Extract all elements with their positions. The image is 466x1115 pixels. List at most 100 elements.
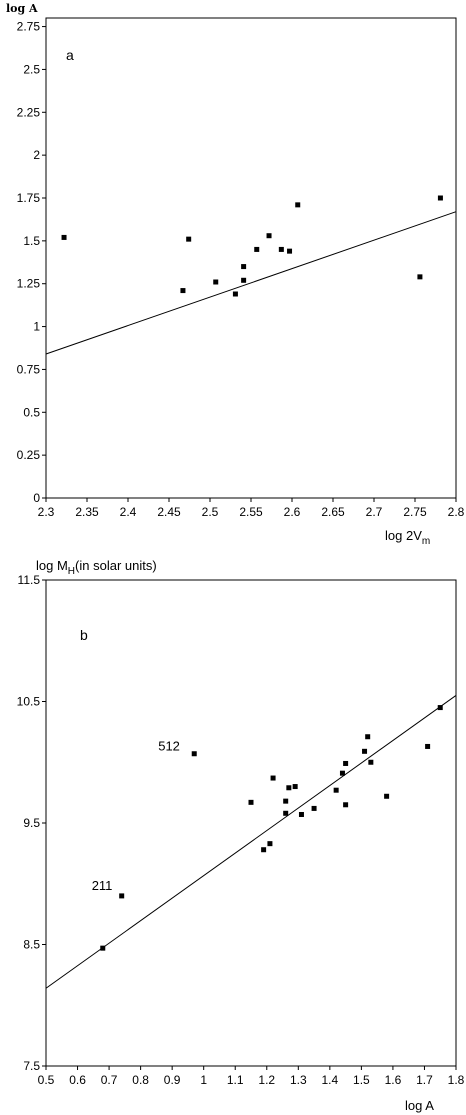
x-tick-label: 0.6: [69, 1073, 86, 1087]
data-point: [241, 277, 247, 283]
x-tick-label: 0.7: [101, 1073, 118, 1087]
data-points-a: [61, 195, 443, 297]
x-tick-label: 2.7: [366, 505, 383, 519]
x-tick-label: 2.3: [38, 505, 55, 519]
data-point: [61, 234, 67, 240]
data-point: [437, 195, 443, 201]
y-tick-label: 9.5: [23, 816, 40, 830]
data-point: [283, 810, 289, 816]
data-point: [298, 811, 304, 817]
panel-b: log MH(in solar units) b log A 0.5 0.6 0.7…: [17, 558, 465, 1113]
fit-line-a: [45, 211, 457, 355]
regression-line: [45, 211, 457, 355]
x-tick-label: 0.9: [164, 1073, 181, 1087]
y-tick-label: 0.5: [23, 405, 40, 419]
y-axis-label-a: log A: [6, 2, 38, 15]
data-point: [278, 246, 284, 252]
data-point: [365, 734, 371, 740]
data-point: [213, 279, 219, 285]
y-tick-label: 11.5: [18, 573, 41, 587]
data-point: [417, 274, 423, 280]
y-tick-label: 8.5: [23, 938, 40, 952]
x-tick-label: 1.1: [227, 1073, 244, 1087]
x-tick-label: 0.5: [38, 1073, 55, 1087]
y-axis-label-b-main: log M: [36, 558, 68, 573]
x-tick-label: 2.5: [202, 505, 219, 519]
point-annotation: 512: [158, 739, 180, 754]
data-point: [339, 770, 345, 776]
data-point: [248, 799, 254, 805]
y-tick-label: 1.25: [17, 277, 41, 291]
plot-frame-a: [45, 17, 457, 499]
y-tick-label: 7.5: [23, 1059, 40, 1073]
data-point: [180, 288, 186, 294]
x-tick-label: 1.3: [290, 1073, 307, 1087]
x-tick-label: 1: [200, 1073, 207, 1087]
y-tick-label: 0.75: [17, 362, 41, 376]
x-tick-label: 2.55: [239, 505, 263, 519]
x-tick-label: 1.8: [448, 1073, 465, 1087]
y-tick-label: 2: [33, 148, 40, 162]
data-point: [287, 248, 293, 254]
data-point: [241, 264, 247, 270]
data-point: [311, 805, 317, 811]
x-tick-label: 0.8: [132, 1073, 149, 1087]
data-point: [283, 798, 289, 804]
data-point: [267, 841, 273, 847]
x-tick-label: 1.5: [353, 1073, 370, 1087]
ticks-a: 2.3 2.35 2.4 2.45 2.5 2.55 2.6 2.65 2.7 2.75 2.8 0 0…: [17, 20, 465, 519]
x-tick-label: 1.4: [322, 1073, 339, 1087]
x-tick-label: 2.6: [284, 505, 301, 519]
data-point: [437, 705, 443, 711]
panel-letter-a: a: [66, 47, 74, 63]
data-point: [295, 202, 301, 208]
data-point: [368, 759, 374, 765]
regression-line: [45, 695, 457, 989]
x-tick-label: 1.2: [258, 1073, 275, 1087]
x-tick-label: 2.75: [403, 505, 427, 519]
x-tick-label: 1.7: [416, 1073, 433, 1087]
data-point: [191, 751, 197, 757]
y-tick-label: 2.25: [17, 105, 41, 119]
y-tick-label: 0: [33, 491, 40, 505]
panel-a: log A a log 2Vm 2.3 2.35 2.4 2.45 2.5 2.55 2.6…: [6, 2, 465, 547]
point-annotation: 211: [92, 878, 113, 893]
x-tick-label: 2.45: [157, 505, 181, 519]
data-point: [343, 760, 349, 766]
y-tick-label: 1.75: [17, 191, 41, 205]
y-axis-label-b-suffix: (in solar units): [75, 558, 157, 573]
plot-frame-b: [45, 579, 457, 1067]
data-point: [261, 847, 267, 853]
y-tick-label: 0.25: [17, 448, 41, 462]
data-point: [362, 748, 368, 754]
data-point: [384, 793, 390, 799]
x-tick-label: 2.8: [448, 505, 465, 519]
data-point: [232, 291, 238, 297]
y-tick-label: 2.5: [23, 62, 40, 76]
x-axis-label-a-sub: m: [422, 536, 430, 547]
annotations-b: 512 211: [92, 739, 180, 893]
x-tick-label: 2.65: [321, 505, 345, 519]
y-axis-label-b-sub: H: [68, 566, 75, 577]
data-points-b: [100, 705, 443, 951]
x-axis-label-a: log 2Vm: [385, 528, 430, 547]
y-axis-label-b: log MH(in solar units): [36, 558, 157, 577]
data-point: [343, 802, 349, 808]
data-point: [270, 775, 276, 781]
data-point: [119, 893, 125, 899]
data-point: [100, 945, 106, 951]
data-point: [425, 743, 431, 749]
x-tick-label: 2.4: [120, 505, 137, 519]
data-point: [333, 787, 339, 793]
data-point: [286, 785, 292, 791]
y-tick-label: 1.5: [23, 234, 40, 248]
x-tick-label: 2.35: [75, 505, 99, 519]
x-tick-label: 1.6: [385, 1073, 402, 1087]
y-tick-label: 1: [33, 320, 40, 334]
data-point: [292, 784, 298, 790]
fit-line-b: [45, 695, 457, 989]
y-tick-label: 2.75: [17, 20, 41, 34]
x-axis-label-b: log A: [405, 1098, 434, 1113]
data-point: [254, 246, 260, 252]
